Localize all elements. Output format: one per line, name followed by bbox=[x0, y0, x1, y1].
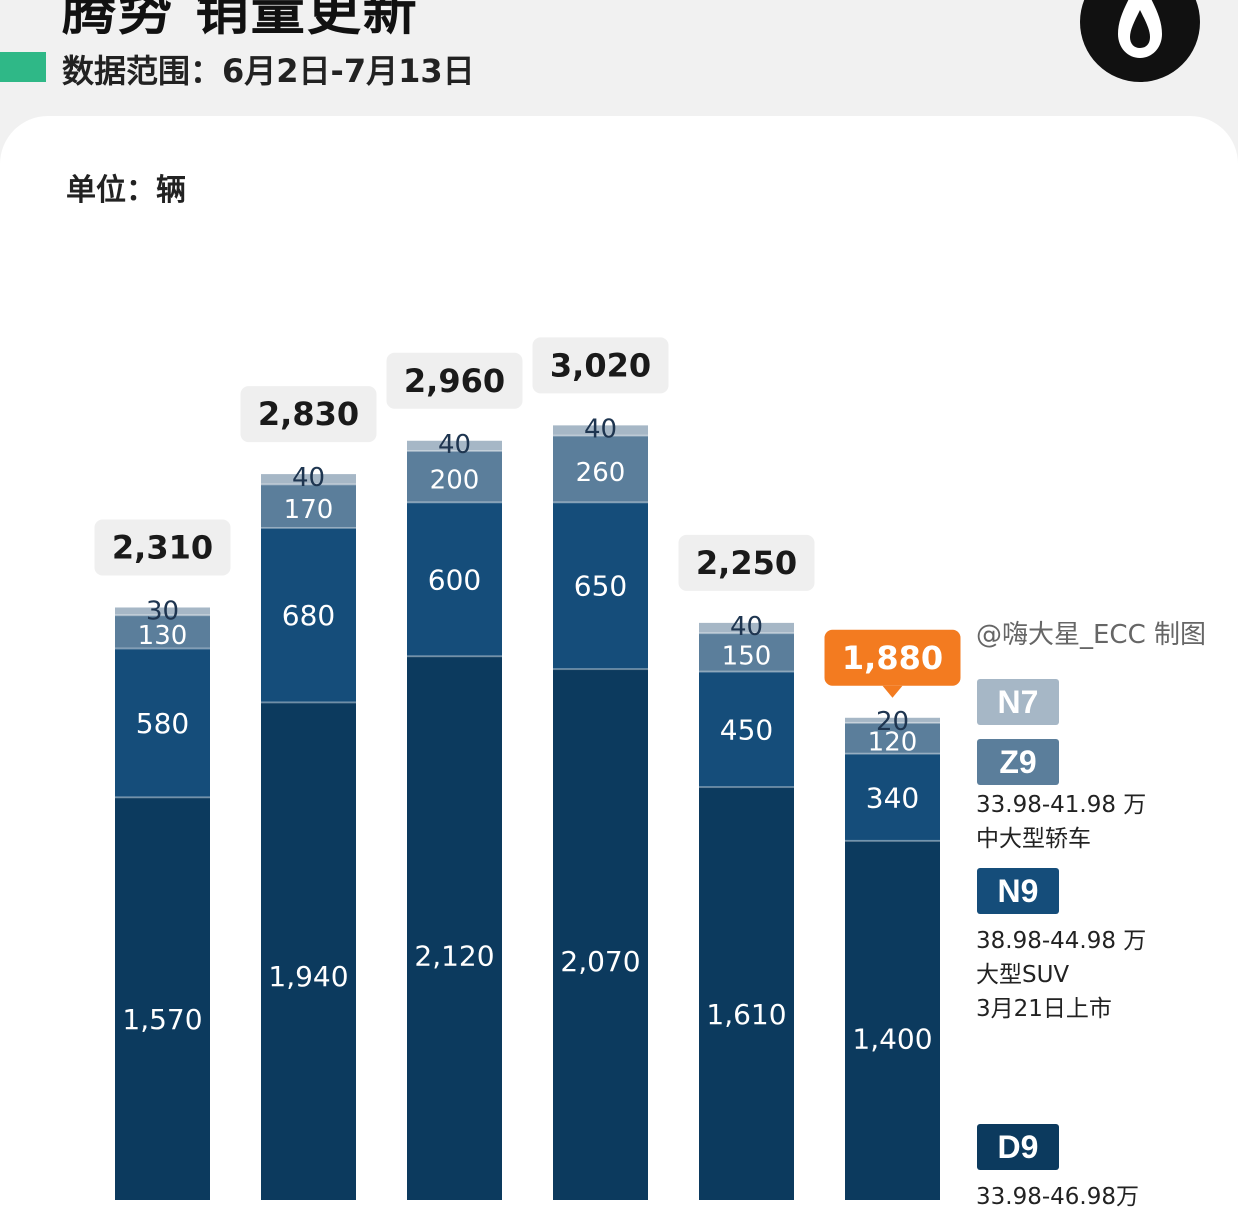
bar-z9-6 bbox=[845, 722, 940, 754]
value-label-n7-4: 40 bbox=[584, 414, 617, 444]
drop-logo-icon bbox=[1080, 0, 1200, 82]
value-label-d9-5: 1,610 bbox=[706, 998, 786, 1031]
segment-divider bbox=[553, 434, 648, 437]
segment-divider bbox=[407, 450, 502, 453]
page-title: 腾势 销量更新 bbox=[62, 0, 419, 42]
value-label-n7-3: 40 bbox=[438, 430, 471, 460]
total-label-box-1 bbox=[94, 519, 231, 576]
bar-z9-4 bbox=[553, 435, 648, 503]
value-label-d9-4: 2,070 bbox=[560, 945, 640, 978]
value-label-z9-1: 130 bbox=[138, 621, 188, 651]
value-label-d9-3: 2,120 bbox=[414, 939, 494, 972]
segment-divider bbox=[115, 647, 210, 650]
legend-chip-n9: N9 bbox=[977, 868, 1059, 914]
bar-n7-6 bbox=[845, 717, 940, 723]
bar-d9-3 bbox=[407, 656, 502, 1200]
bar-n9-6 bbox=[845, 753, 940, 841]
segment-divider bbox=[115, 614, 210, 617]
range-accent-swatch bbox=[0, 52, 46, 82]
value-label-n7-1: 30 bbox=[146, 596, 179, 626]
legend-chip-z9: Z9 bbox=[977, 739, 1059, 785]
legend-n9-launch: 3月21日上市 bbox=[976, 996, 1112, 1022]
unit-label: 单位：辆 bbox=[66, 173, 186, 208]
legend-z9-class: 中大型轿车 bbox=[976, 826, 1091, 852]
bar-d9-1 bbox=[115, 797, 210, 1200]
legend-z9-price: 33.98-41.98 万 bbox=[976, 792, 1147, 818]
value-label-z9-6: 120 bbox=[868, 727, 918, 757]
total-label-5: 2,250 bbox=[696, 544, 797, 582]
bar-z9-5 bbox=[699, 633, 794, 672]
value-label-n7-2: 40 bbox=[292, 463, 325, 493]
bar-n7-3 bbox=[407, 440, 502, 452]
bar-z9-3 bbox=[407, 451, 502, 503]
total-label-box-4 bbox=[532, 337, 669, 394]
segment-divider bbox=[699, 786, 794, 789]
value-label-n9-5: 450 bbox=[720, 713, 773, 746]
segment-divider bbox=[261, 701, 356, 704]
value-label-d9-6: 1,400 bbox=[852, 1022, 932, 1055]
bar-n9-4 bbox=[553, 502, 648, 670]
value-label-z9-4: 260 bbox=[576, 458, 626, 488]
value-label-n9-3: 600 bbox=[428, 563, 481, 596]
data-range-label: 数据范围：6月2日-7月13日 bbox=[62, 52, 475, 90]
total-label-4: 3,020 bbox=[550, 346, 651, 384]
segment-divider bbox=[407, 655, 502, 658]
bar-d9-4 bbox=[553, 669, 648, 1200]
total-label-6: 1,880 bbox=[842, 639, 943, 677]
segment-divider bbox=[553, 668, 648, 671]
value-label-n9-2: 680 bbox=[282, 599, 335, 632]
bar-n7-1 bbox=[115, 607, 210, 616]
bar-n7-4 bbox=[553, 425, 648, 436]
segment-divider bbox=[261, 526, 356, 529]
total-label-1: 2,310 bbox=[112, 528, 213, 566]
bar-n9-5 bbox=[699, 671, 794, 788]
value-label-n7-6: 20 bbox=[876, 707, 909, 737]
value-label-d9-2: 1,940 bbox=[268, 960, 348, 993]
segment-divider bbox=[553, 501, 648, 504]
segment-divider bbox=[845, 752, 940, 755]
value-label-z9-3: 200 bbox=[430, 466, 480, 496]
bar-z9-2 bbox=[261, 484, 356, 528]
total-label-box-5 bbox=[678, 534, 815, 591]
segment-divider bbox=[115, 796, 210, 799]
total-label-3: 2,960 bbox=[404, 362, 505, 400]
segment-divider bbox=[845, 839, 940, 842]
value-label-n9-4: 650 bbox=[574, 570, 627, 603]
total-label-pointer bbox=[882, 685, 903, 698]
segment-divider bbox=[699, 670, 794, 673]
total-label-2: 2,830 bbox=[258, 395, 359, 433]
bar-d9-2 bbox=[261, 702, 356, 1200]
legend-chip-n7: N7 bbox=[977, 679, 1059, 725]
value-label-n7-5: 40 bbox=[730, 612, 763, 642]
value-label-n9-1: 580 bbox=[136, 707, 189, 740]
legend-n9-class: 大型SUV bbox=[976, 962, 1070, 988]
segment-divider bbox=[261, 483, 356, 486]
bar-n9-1 bbox=[115, 648, 210, 798]
bar-z9-1 bbox=[115, 615, 210, 649]
legend-n9-price: 38.98-44.98 万 bbox=[976, 928, 1147, 954]
segment-divider bbox=[407, 501, 502, 504]
segment-divider bbox=[845, 721, 940, 724]
bar-d9-6 bbox=[845, 840, 940, 1200]
total-label-box-3 bbox=[386, 352, 523, 409]
chart-credit: @嗨大星_ECC 制图 bbox=[976, 620, 1207, 650]
bar-n9-2 bbox=[261, 527, 356, 703]
bar-n7-5 bbox=[699, 622, 794, 634]
value-label-z9-2: 170 bbox=[284, 495, 334, 525]
value-label-d9-1: 1,570 bbox=[122, 1003, 202, 1036]
total-label-box-6 bbox=[824, 629, 961, 686]
segment-divider bbox=[699, 632, 794, 635]
legend-d9-price: 33.98-46.98万 bbox=[976, 1184, 1139, 1210]
bar-n9-3 bbox=[407, 502, 502, 657]
bar-n7-2 bbox=[261, 474, 356, 485]
bar-d9-5 bbox=[699, 787, 794, 1200]
legend-chip-d9: D9 bbox=[977, 1124, 1059, 1170]
total-label-box-2 bbox=[240, 386, 377, 443]
value-label-z9-5: 150 bbox=[722, 641, 772, 671]
value-label-n9-6: 340 bbox=[866, 781, 919, 814]
